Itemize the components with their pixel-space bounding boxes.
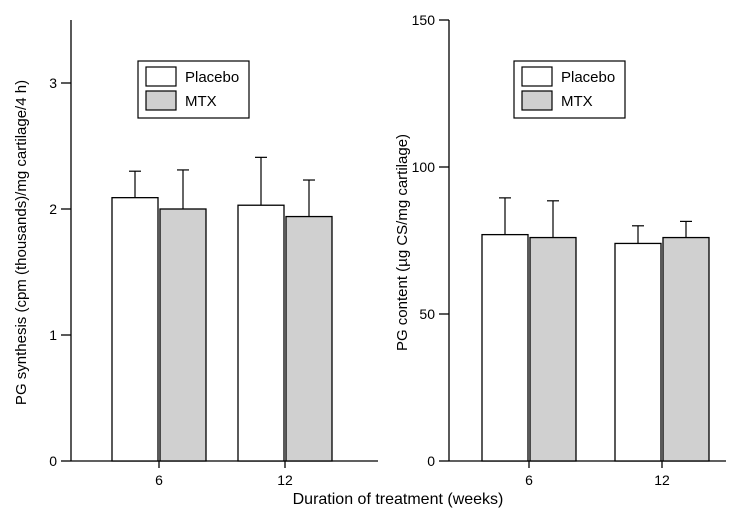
bar-placebo-6 <box>111 197 159 462</box>
y-tick-label: 3 <box>49 75 57 91</box>
legend-swatch-mtx <box>145 90 177 111</box>
legend: Placebo MTX <box>137 60 250 119</box>
x-tick-label: 12 <box>277 472 293 488</box>
y-tick-label: 0 <box>49 453 57 469</box>
y-tick-label: 0 <box>427 453 435 469</box>
y-tick-label: 2 <box>49 201 57 217</box>
bar-mtx-6 <box>159 208 207 462</box>
x-tick-label: 6 <box>525 472 533 488</box>
y-tick-label: 100 <box>412 159 436 175</box>
legend-label-placebo: Placebo <box>561 69 615 86</box>
bar-mtx-12 <box>285 215 333 462</box>
legend-swatch-placebo <box>521 66 553 87</box>
x-tick-label: 6 <box>155 472 163 488</box>
bar-mtx-6 <box>529 236 577 462</box>
y-tick-label: 50 <box>419 306 435 322</box>
bar-placebo-12 <box>237 204 285 462</box>
y-axis-title: PG synthesis (cpm (thousands)/mg cartila… <box>13 80 30 405</box>
y-axis-title: PG content (µg CS/mg cartilage) <box>394 134 411 351</box>
legend-label-placebo: Placebo <box>185 69 239 86</box>
y-tick-label: 150 <box>412 12 436 28</box>
legend-swatch-placebo <box>145 66 177 87</box>
chart-panel-2: 0 50 100 150 PG content (µg CS/mg cartilage)… <box>394 12 726 488</box>
legend-label-mtx: MTX <box>561 93 593 110</box>
bar-mtx-12 <box>662 236 710 462</box>
bar-placebo-6 <box>481 233 529 462</box>
y-tick-label: 1 <box>49 327 57 343</box>
legend-label-mtx: MTX <box>185 93 217 110</box>
x-tick-label: 12 <box>654 472 670 488</box>
legend: Placebo MTX <box>513 60 626 119</box>
shared-x-axis-label: Duration of treatment (weeks) <box>293 491 504 508</box>
bar-placebo-12 <box>614 242 662 462</box>
legend-swatch-mtx <box>521 90 553 111</box>
